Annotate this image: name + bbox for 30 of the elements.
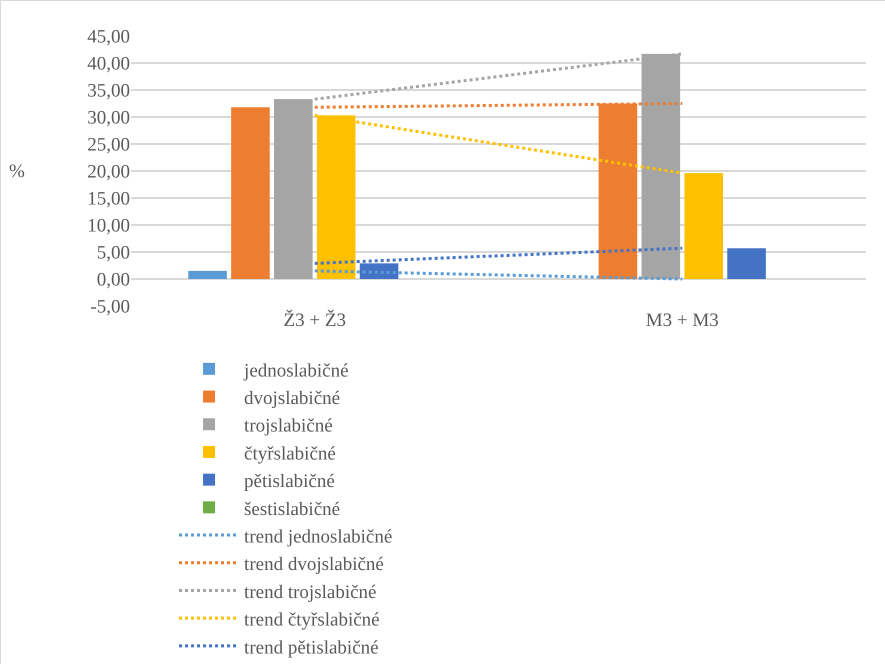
legend-label: trend čtyřslabičné	[244, 610, 380, 631]
y-tick-label: 20,00	[87, 162, 130, 183]
y-tick-label: 25,00	[87, 134, 130, 156]
bar	[188, 270, 227, 279]
y-tick-label: 45,00	[87, 26, 130, 48]
y-tick-label: 5,00	[96, 242, 130, 264]
y-tick-label: 35,00	[87, 80, 130, 102]
legend-label: šestislabičné	[244, 498, 340, 520]
y-axis-title: %	[9, 161, 25, 182]
y-tick-label: 15,00	[87, 188, 130, 210]
x-tick-label: M3 + M3	[646, 310, 719, 331]
bar	[231, 107, 270, 279]
legend-label: trend trojslabičné	[244, 582, 376, 603]
y-tick-label: -5,00	[90, 296, 130, 318]
y-tick-label: 0,00	[96, 270, 130, 291]
bar	[727, 248, 766, 279]
y-tick-label: 40,00	[87, 54, 130, 75]
y-tick-label: 30,00	[87, 108, 130, 129]
legend-label: trend pětislabičné	[244, 637, 379, 658]
legend-label: trend jednoslabičné	[244, 526, 392, 548]
legend-label: čtyřslabičné	[244, 443, 336, 464]
bar	[684, 173, 723, 279]
y-tick-label: 10,00	[87, 216, 130, 237]
x-tick-label: Ž3 + Ž3	[284, 309, 346, 331]
legend-label: trojslabičné	[244, 416, 333, 437]
bar	[274, 99, 313, 279]
legend-label: trend dvojslabičné	[244, 554, 384, 576]
legend-label: dvojslabičné	[244, 388, 340, 409]
legend-label: pětislabičné	[244, 471, 335, 492]
legend-label: jednoslabičné	[243, 360, 349, 382]
